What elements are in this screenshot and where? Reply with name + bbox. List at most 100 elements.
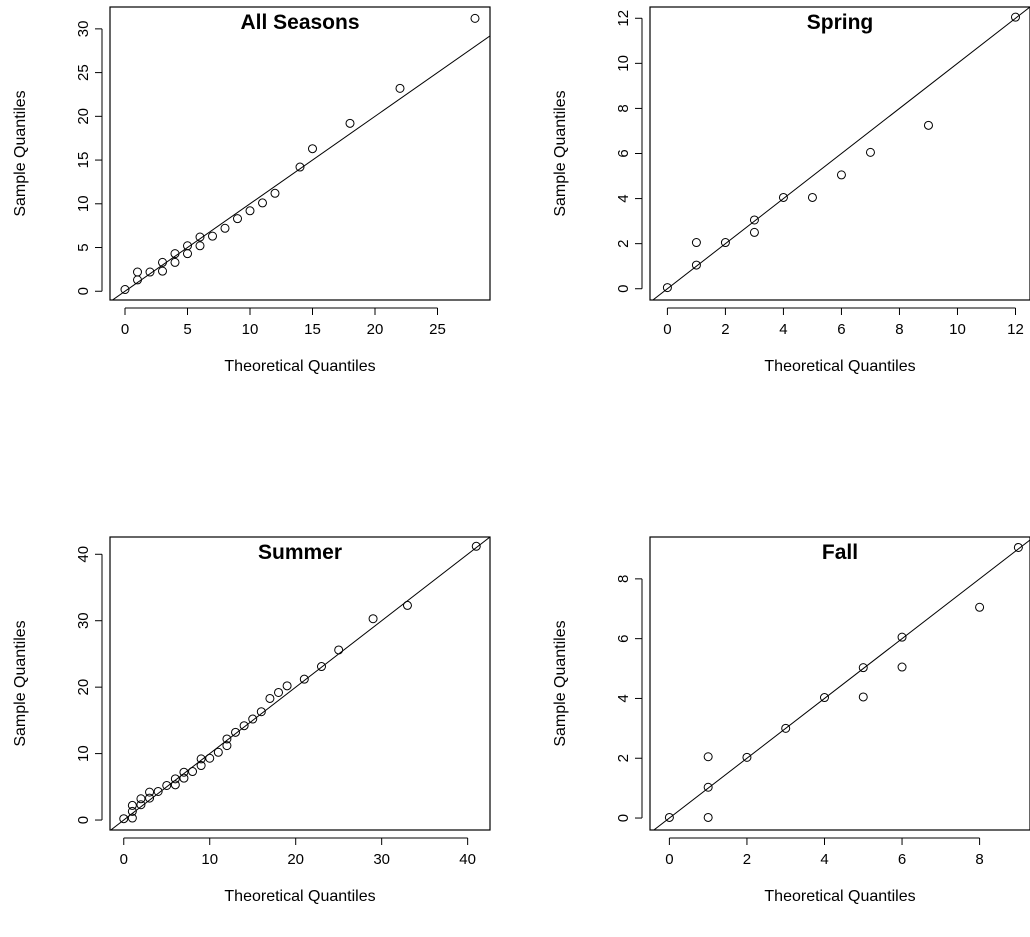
data-point <box>807 192 817 202</box>
data-point <box>188 767 198 777</box>
data-point <box>662 283 672 293</box>
data-point <box>145 787 155 797</box>
x-tick-label: 25 <box>429 321 446 338</box>
qq-reference-line <box>111 35 490 300</box>
data-point <box>213 747 223 757</box>
panel-title: Summer <box>258 541 342 564</box>
y-tick-label: 20 <box>75 108 92 125</box>
y-tick-label: 8 <box>615 575 632 583</box>
data-point <box>158 266 167 276</box>
data-point <box>196 754 206 764</box>
x-tick-label: 0 <box>120 851 128 868</box>
data-point <box>395 83 405 93</box>
data-point <box>858 663 868 673</box>
x-tick-label: 8 <box>975 851 983 868</box>
data-point <box>471 541 481 551</box>
qq-reference-line <box>652 7 1030 300</box>
y-tick-label: 20 <box>75 679 92 696</box>
y-tick-label: 30 <box>75 612 92 629</box>
data-point <box>274 687 284 697</box>
panel-title: All Seasons <box>240 11 359 34</box>
data-point <box>345 118 355 128</box>
data-point <box>231 727 241 737</box>
x-axis-title: Theoretical Quantiles <box>764 888 915 905</box>
data-point <box>1013 542 1023 552</box>
qq-reference-line <box>110 537 490 830</box>
y-tick-label: 4 <box>615 694 632 702</box>
data-point <box>749 215 759 225</box>
y-tick-label: 0 <box>615 814 632 822</box>
data-point <box>220 223 230 233</box>
x-tick-label: 8 <box>895 321 903 338</box>
y-tick-label: 10 <box>75 745 92 762</box>
y-tick-label: 6 <box>615 634 632 642</box>
data-point <box>258 198 267 208</box>
data-point <box>295 162 305 172</box>
y-tick-label: 2 <box>615 754 632 762</box>
y-tick-label: 40 <box>75 546 92 563</box>
data-point <box>136 794 146 804</box>
x-tick-label: 2 <box>721 321 729 338</box>
data-point <box>222 741 232 751</box>
y-tick-label: 0 <box>75 287 92 295</box>
data-point <box>127 806 137 816</box>
x-tick-label: 0 <box>121 321 129 338</box>
data-point <box>179 767 189 777</box>
data-point <box>1010 12 1020 22</box>
data-point <box>170 780 180 790</box>
data-point <box>170 249 180 259</box>
plot-frame <box>649 536 1030 831</box>
y-tick-label: 25 <box>75 64 92 81</box>
data-point <box>316 662 326 672</box>
data-point <box>836 170 846 180</box>
x-tick-label: 10 <box>949 321 966 338</box>
data-point <box>245 206 255 216</box>
data-point <box>136 800 146 810</box>
x-tick-label: 6 <box>837 321 845 338</box>
data-point <box>299 674 309 684</box>
y-tick-label: 2 <box>615 239 632 247</box>
data-point <box>270 188 280 198</box>
data-point <box>470 13 480 23</box>
data-point <box>778 192 788 202</box>
x-tick-label: 20 <box>367 321 384 338</box>
y-tick-label: 0 <box>75 816 92 824</box>
data-point <box>145 267 155 277</box>
data-point <box>781 723 791 733</box>
x-axis-title: Theoretical Quantiles <box>224 358 375 375</box>
x-tick-label: 10 <box>242 321 259 338</box>
data-point <box>170 774 180 784</box>
data-point <box>897 632 907 642</box>
x-tick-label: 0 <box>665 851 673 868</box>
plot-frame <box>109 536 491 831</box>
data-point <box>819 693 829 703</box>
x-tick-label: 30 <box>373 851 390 868</box>
data-point <box>691 238 701 248</box>
y-axis-title: Sample Quantiles <box>552 620 569 746</box>
data-point <box>664 812 674 822</box>
data-point <box>248 714 258 724</box>
data-point <box>923 120 933 130</box>
y-tick-label: 4 <box>615 194 632 202</box>
x-tick-label: 5 <box>183 321 191 338</box>
data-point <box>703 782 713 792</box>
data-point <box>196 761 206 771</box>
x-tick-label: 6 <box>898 851 906 868</box>
y-tick-label: 5 <box>75 243 92 251</box>
data-point <box>975 602 985 612</box>
data-point <box>195 241 205 251</box>
panel-fall: 0 2 4 6 8 0 2 4 6 8 Theoretical Quantiles Sample Qu… <box>552 536 1030 905</box>
x-axis-title: Theoretical Quantiles <box>764 358 915 375</box>
plot-frame <box>649 6 1030 301</box>
panel-title: Spring <box>807 11 874 34</box>
x-axis-title: Theoretical Quantiles <box>224 888 375 905</box>
data-point <box>127 813 137 823</box>
x-tick-label: 0 <box>663 321 671 338</box>
data-point <box>308 144 317 154</box>
x-tick-label: 20 <box>287 851 304 868</box>
data-point <box>120 285 130 295</box>
y-tick-label: 10 <box>615 55 632 72</box>
data-point <box>133 267 142 277</box>
y-axis-title: Sample Quantiles <box>552 90 569 216</box>
